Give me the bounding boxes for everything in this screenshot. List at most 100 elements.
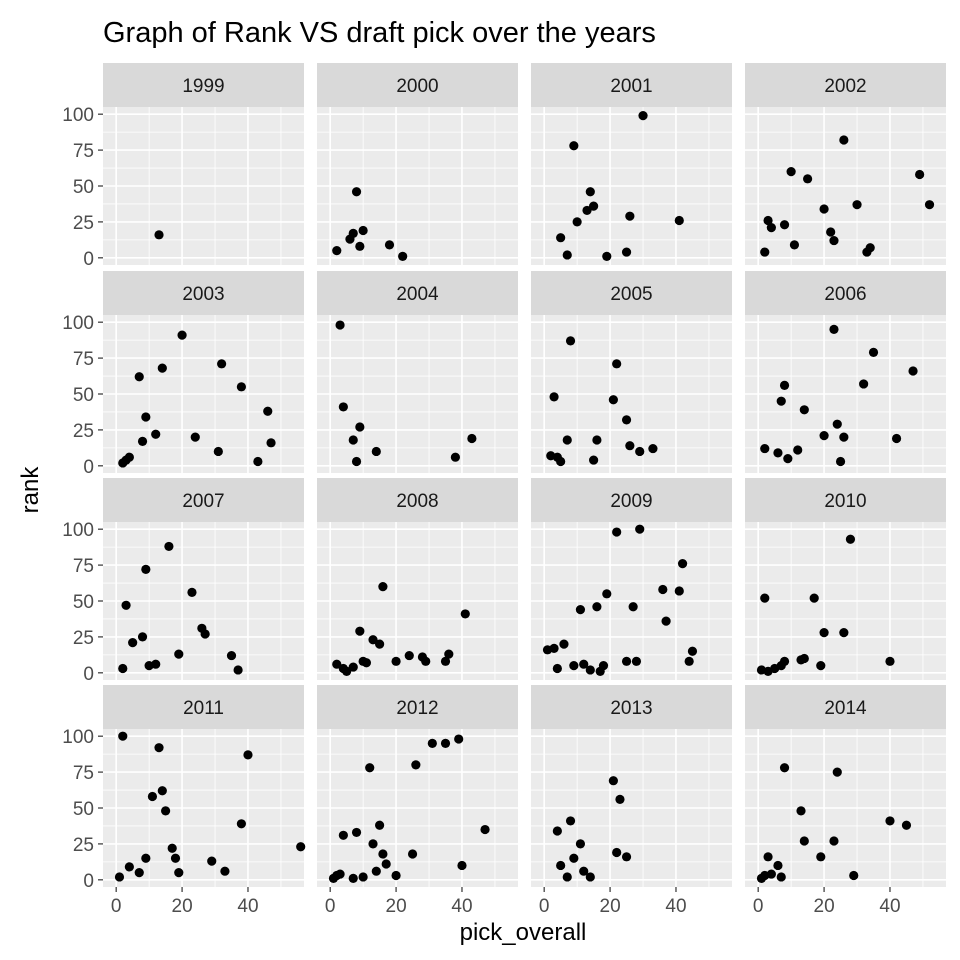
data-point <box>351 187 362 197</box>
facet-2014: 2014 <box>745 685 946 887</box>
data-point <box>391 656 401 666</box>
data-point <box>151 429 161 439</box>
data-point <box>457 860 467 871</box>
y-tick-label: 75 <box>73 141 94 162</box>
y-tick-label: 50 <box>73 385 94 406</box>
data-point <box>368 635 378 645</box>
data-point <box>562 872 572 882</box>
data-point <box>253 456 263 467</box>
data-point <box>799 405 809 415</box>
data-point <box>799 653 809 664</box>
data-point <box>779 380 790 390</box>
data-point <box>421 656 431 666</box>
data-point <box>207 856 217 866</box>
data-point <box>121 600 131 610</box>
data-point <box>628 602 638 612</box>
data-point <box>556 860 566 871</box>
data-point <box>565 816 576 826</box>
data-point <box>177 330 187 340</box>
data-point <box>569 661 579 671</box>
data-point <box>776 872 786 882</box>
data-point <box>263 406 273 416</box>
data-point <box>217 359 227 369</box>
data-point <box>371 446 381 457</box>
data-point <box>835 456 846 467</box>
data-point <box>562 250 572 260</box>
data-point <box>552 826 562 836</box>
y-tick-label: 0 <box>83 664 94 685</box>
data-point <box>852 200 862 210</box>
data-point <box>579 659 589 669</box>
data-point <box>134 868 144 878</box>
y-axis-title: rank <box>17 466 44 514</box>
y-tick-label: 0 <box>83 249 94 270</box>
data-point <box>355 241 365 251</box>
data-point <box>427 738 437 748</box>
data-point <box>137 436 148 446</box>
data-point <box>621 852 632 862</box>
facet-strip <box>745 271 946 315</box>
x-tick-label: 40 <box>665 896 686 917</box>
data-point <box>569 853 579 863</box>
data-point <box>440 656 451 666</box>
data-point <box>612 847 622 858</box>
data-point <box>358 225 368 236</box>
data-point <box>137 632 148 642</box>
y-tick-label: 25 <box>73 835 94 856</box>
facet-label: 2005 <box>610 284 652 305</box>
data-point <box>684 656 694 666</box>
data-point <box>141 853 151 863</box>
facet-2007: 2007 <box>103 478 304 680</box>
data-point <box>621 247 632 257</box>
data-point <box>161 806 171 816</box>
data-point <box>763 215 773 226</box>
data-point <box>585 187 595 197</box>
data-point <box>575 605 586 615</box>
data-point <box>773 448 783 458</box>
data-point <box>631 656 642 666</box>
data-point <box>233 665 243 675</box>
data-point <box>200 629 210 639</box>
data-point <box>865 243 875 253</box>
data-point <box>575 839 586 849</box>
facet-strip <box>103 478 304 522</box>
data-point <box>868 347 879 357</box>
data-point <box>901 820 912 830</box>
data-point <box>677 559 688 569</box>
x-tick-label: 0 <box>539 896 550 917</box>
data-point <box>450 452 460 462</box>
data-point <box>124 862 134 872</box>
facet-2002: 2002 <box>745 63 946 265</box>
data-point <box>924 200 935 210</box>
data-point <box>411 760 421 770</box>
data-point <box>236 382 246 392</box>
facet-2013: 2013 <box>531 685 732 887</box>
facet-label: 2009 <box>610 491 652 512</box>
data-point <box>615 794 625 804</box>
data-point <box>793 445 803 455</box>
data-point <box>839 628 849 638</box>
data-point <box>819 431 829 441</box>
facet-strip <box>745 685 946 729</box>
data-point <box>154 743 164 753</box>
data-point <box>114 872 125 882</box>
x-tick-label: 0 <box>111 896 122 917</box>
data-point <box>338 830 348 840</box>
data-point <box>661 616 671 626</box>
data-point <box>134 372 144 382</box>
facet-strip <box>317 478 518 522</box>
data-point <box>187 587 197 597</box>
data-point <box>891 433 902 444</box>
data-point <box>572 217 582 227</box>
data-point <box>585 872 595 882</box>
data-point <box>598 661 609 671</box>
data-point <box>556 233 566 243</box>
data-point <box>638 111 648 121</box>
y-tick-label: 0 <box>83 871 94 892</box>
data-point <box>773 860 783 871</box>
facet-strip <box>745 63 946 107</box>
data-point <box>760 593 770 603</box>
data-point <box>819 628 829 638</box>
data-point <box>167 843 177 853</box>
